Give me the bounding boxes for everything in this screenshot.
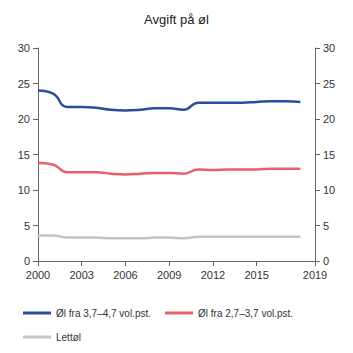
svg-text:2000: 2000 <box>26 269 50 281</box>
svg-text:5: 5 <box>323 220 329 232</box>
svg-text:2009: 2009 <box>157 269 181 281</box>
svg-text:5: 5 <box>24 220 30 232</box>
svg-text:2003: 2003 <box>69 269 93 281</box>
svg-text:Øl fra 3,7–4,7 vol.pst.: Øl fra 3,7–4,7 vol.pst. <box>56 308 151 319</box>
svg-text:Øl fra 2,7–3,7 vol.pst.: Øl fra 2,7–3,7 vol.pst. <box>198 308 293 319</box>
svg-text:Lettøl: Lettøl <box>56 332 81 343</box>
svg-text:15: 15 <box>18 149 30 161</box>
svg-text:Avgift på øl: Avgift på øl <box>144 12 209 27</box>
svg-text:0: 0 <box>24 255 30 267</box>
svg-text:20: 20 <box>18 113 30 125</box>
svg-text:25: 25 <box>323 78 335 90</box>
svg-text:0: 0 <box>323 255 329 267</box>
svg-text:2012: 2012 <box>201 269 225 281</box>
svg-text:20: 20 <box>323 113 335 125</box>
svg-text:2019: 2019 <box>303 269 327 281</box>
svg-text:15: 15 <box>323 149 335 161</box>
svg-text:10: 10 <box>323 184 335 196</box>
svg-text:25: 25 <box>18 78 30 90</box>
svg-text:2006: 2006 <box>113 269 137 281</box>
svg-text:30: 30 <box>323 42 335 54</box>
svg-text:30: 30 <box>18 42 30 54</box>
svg-text:2015: 2015 <box>244 269 268 281</box>
svg-text:10: 10 <box>18 184 30 196</box>
